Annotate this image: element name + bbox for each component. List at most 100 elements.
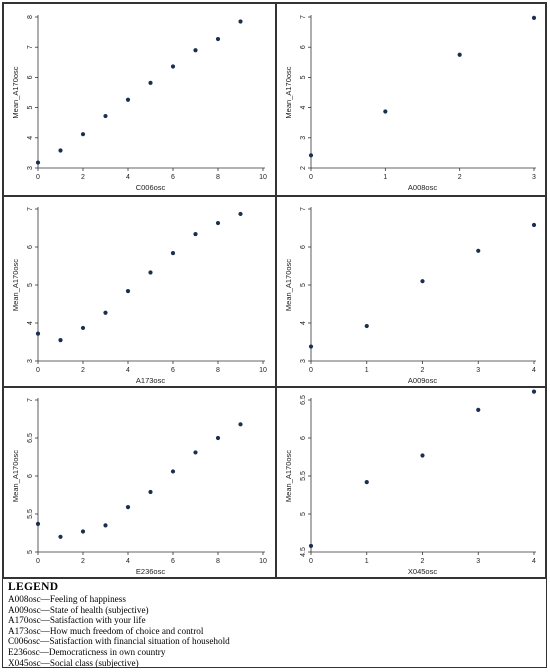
x-tick-label: 0 — [36, 558, 40, 565]
data-point — [58, 534, 63, 539]
legend-item: A008osc—Feeling of happiness — [8, 594, 126, 604]
x-axis-title: A173osc — [136, 376, 165, 385]
legend-item: A170osc—Satisfaction with your life — [8, 615, 146, 626]
y-tick-label: 6 — [27, 75, 34, 79]
scatter-plot-a008osc: 0 1 2 3 2 3 4 5 6 7 A008osc Mean_A170osc — [284, 15, 537, 192]
scatter-plot-e236osc: 0 2 4 6 8 10 5 5.5 6 6.5 7 E236osc Mean_A170osc — [11, 398, 267, 576]
data-point — [193, 450, 198, 455]
y-tick-label: 5 — [27, 106, 34, 110]
data-point — [103, 310, 108, 315]
x-tick-label: 0 — [309, 367, 313, 374]
x-tick-label: 6 — [171, 174, 175, 181]
x-tick-label: 6 — [171, 367, 175, 374]
data-point — [308, 344, 314, 349]
y-tick-label: 3 — [27, 359, 34, 363]
y-tick-label: 6 — [27, 245, 34, 249]
scatter-plot-c006osc: 0 2 4 6 8 10 3 4 5 6 7 8 C006osc Mean_A170osc — [11, 15, 267, 192]
data-point — [420, 453, 425, 458]
x-tick-label: 10 — [259, 367, 267, 374]
y-tick-label: 8 — [27, 15, 34, 19]
scatter-plot-a173osc: 0 2 4 6 8 10 3 4 5 6 7 A173osc Mean_A170osc — [11, 207, 267, 385]
scatter-panel-e236osc: 0 2 4 6 8 10 5 5.5 6 6.5 7 E236osc Mean_A170osc — [3, 387, 276, 578]
y-tick-label: 7 — [300, 15, 307, 19]
data-point — [80, 325, 86, 331]
x-tick-label: 4 — [126, 367, 130, 374]
data-point — [170, 250, 176, 256]
y-axis-title: Mean_A170osc — [284, 259, 293, 311]
y-tick-label: 7 — [27, 398, 34, 402]
x-axis-title: C006osc — [136, 183, 166, 192]
x-tick-label: 4 — [532, 367, 536, 374]
data-point — [476, 248, 481, 253]
x-tick-label: 2 — [458, 174, 462, 181]
y-tick-label: 6 — [300, 245, 307, 249]
x-axis-title: A008osc — [408, 183, 437, 192]
data-point — [193, 48, 198, 53]
data-point — [531, 389, 537, 394]
y-tick-label: 4.5 — [300, 547, 307, 557]
scatter-panel-a008osc: 0 1 2 3 2 3 4 5 6 7 A008osc Mean_A170osc — [276, 3, 546, 196]
scatter-panel-a009osc: 0 1 2 3 4 3 4 5 6 7 A009osc Mean_A170osc — [276, 196, 546, 387]
data-point — [125, 97, 131, 102]
x-tick-label: 8 — [216, 367, 220, 374]
y-tick-label: 5.5 — [27, 509, 34, 519]
y-axis-title: Mean_A170osc — [11, 450, 20, 502]
data-point — [531, 15, 537, 21]
data-point — [476, 407, 481, 412]
data-point — [35, 521, 41, 526]
y-tick-label: 7 — [27, 45, 34, 49]
x-axis-title: X045osc — [408, 567, 437, 576]
data-point — [35, 160, 41, 165]
scatter-panel-x045osc: 0 1 2 3 4 4.5 5 5.5 6 6.5 X045osc Mean_A170osc — [276, 387, 546, 578]
x-tick-label: 10 — [259, 174, 267, 181]
data-point — [148, 270, 153, 275]
data-point — [80, 529, 86, 534]
data-point — [103, 113, 108, 119]
data-point — [238, 211, 243, 217]
data-point — [80, 132, 86, 137]
data-point — [364, 323, 369, 329]
y-tick-label: 5 — [300, 75, 307, 79]
y-axis-title: Mean_A170osc — [11, 259, 20, 311]
y-tick-label: 4 — [300, 106, 307, 110]
x-tick-label: 1 — [365, 367, 369, 374]
data-point — [383, 109, 388, 114]
data-point — [148, 80, 153, 85]
data-point — [103, 523, 108, 528]
data-point — [58, 148, 63, 153]
y-tick-label: 5 — [27, 283, 34, 287]
data-point — [148, 489, 153, 495]
data-point — [364, 479, 369, 485]
legend-item: C006osc—Satisfaction with financial situ… — [8, 636, 230, 647]
x-tick-label: 3 — [476, 367, 480, 374]
x-tick-label: 4 — [126, 558, 130, 565]
x-tick-label: 3 — [532, 174, 536, 181]
x-tick-label: 2 — [81, 367, 85, 374]
data-point — [308, 543, 314, 549]
y-tick-label: 5 — [300, 512, 307, 516]
x-tick-label: 0 — [36, 367, 40, 374]
y-tick-label: 6 — [300, 45, 307, 49]
data-point — [170, 64, 176, 69]
x-tick-label: 0 — [309, 174, 313, 181]
y-tick-label: 5 — [300, 283, 307, 287]
x-tick-label: 2 — [421, 558, 425, 565]
y-axis-title: Mean_A170osc — [284, 450, 293, 502]
data-point — [238, 422, 243, 427]
y-tick-label: 3 — [27, 166, 34, 170]
y-tick-label: 5 — [27, 550, 34, 554]
y-axis-title: Mean_A170osc — [11, 66, 20, 118]
y-tick-label: 6 — [300, 436, 307, 440]
data-point — [170, 469, 176, 474]
data-point — [215, 220, 221, 226]
x-tick-label: 2 — [81, 174, 85, 181]
x-tick-label: 1 — [383, 174, 387, 181]
y-axis-title: Mean_A170osc — [284, 66, 293, 118]
data-point — [308, 153, 314, 158]
x-tick-label: 2 — [81, 558, 85, 565]
y-tick-label: 4 — [300, 321, 307, 325]
scatter-panel-a173osc: 0 2 4 6 8 10 3 4 5 6 7 A173osc Mean_A170osc — [3, 196, 276, 387]
data-point — [215, 36, 221, 42]
data-point — [35, 331, 41, 336]
y-tick-label: 4 — [27, 321, 34, 325]
